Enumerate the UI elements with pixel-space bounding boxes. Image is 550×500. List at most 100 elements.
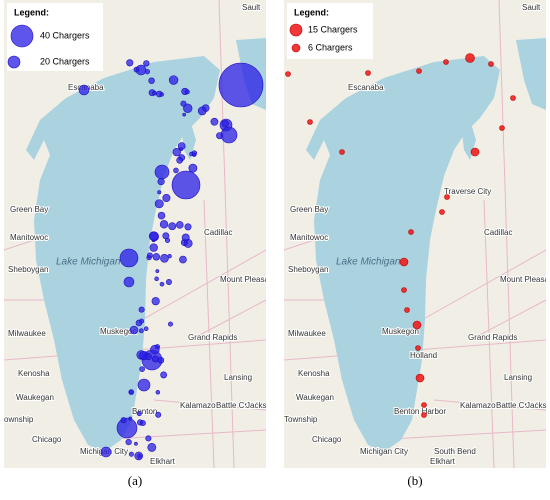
charger-station bbox=[137, 378, 151, 392]
charger-station bbox=[408, 229, 414, 235]
charger-station bbox=[365, 70, 371, 76]
charger-station bbox=[171, 170, 201, 200]
charger-station bbox=[136, 411, 142, 417]
charger-station bbox=[78, 84, 90, 96]
place-label: Kenosha bbox=[18, 369, 50, 378]
charger-station bbox=[216, 132, 224, 140]
charger-station bbox=[339, 149, 345, 155]
charger-station bbox=[120, 417, 127, 424]
lake bbox=[306, 56, 500, 452]
charger-station bbox=[145, 435, 152, 442]
charger-station bbox=[129, 325, 139, 335]
place-label: ownship bbox=[4, 415, 34, 424]
charger-station bbox=[179, 147, 183, 152]
panel-caption: (b) bbox=[407, 473, 422, 488]
charger-station bbox=[221, 120, 229, 128]
place-label: Traverse City bbox=[444, 187, 491, 196]
charger-station bbox=[488, 61, 494, 67]
charger-station bbox=[470, 147, 480, 157]
road bbox=[153, 399, 266, 411]
charger-station bbox=[160, 253, 169, 263]
charger-station bbox=[139, 420, 146, 427]
road bbox=[498, 0, 515, 468]
place-label: Kenosha bbox=[298, 369, 330, 378]
legend-marker bbox=[7, 55, 21, 69]
legend-marker bbox=[289, 23, 303, 37]
lake-label: Lake Michigan bbox=[336, 257, 401, 268]
charger-station bbox=[138, 328, 144, 334]
place-label: Sheboygan bbox=[8, 265, 48, 274]
road bbox=[123, 249, 266, 331]
place-label: Kalamazoo bbox=[180, 401, 221, 410]
place-label: Milwaukee bbox=[8, 329, 46, 338]
charger-station bbox=[147, 442, 157, 452]
place-label: Holland bbox=[410, 351, 437, 360]
charger-station bbox=[160, 371, 168, 379]
charger-station bbox=[148, 77, 155, 84]
lake bbox=[516, 38, 546, 110]
place-label: Battle Creek bbox=[496, 401, 541, 410]
charger-station bbox=[421, 412, 427, 418]
road bbox=[403, 249, 546, 331]
charger-station bbox=[157, 356, 165, 364]
charger-station bbox=[155, 411, 162, 418]
charger-station bbox=[154, 276, 159, 282]
legend-marker bbox=[291, 43, 301, 53]
place-label: Grand Rapids bbox=[188, 333, 237, 342]
place-label: Jacks bbox=[526, 401, 546, 410]
charger-station bbox=[172, 147, 181, 157]
place-label: Escanaba bbox=[348, 83, 384, 92]
place-label: Manitowoc bbox=[290, 233, 328, 242]
charger-station bbox=[165, 278, 172, 285]
legend-label: 20 Chargers bbox=[40, 56, 90, 66]
charger-station bbox=[188, 163, 198, 173]
place-label: Michigan City bbox=[360, 447, 408, 456]
road bbox=[203, 199, 215, 468]
charger-station bbox=[510, 95, 516, 101]
charger-station bbox=[138, 306, 145, 313]
charger-station bbox=[123, 276, 135, 288]
charger-station bbox=[499, 125, 505, 131]
charger-station bbox=[155, 269, 160, 273]
charger-station bbox=[399, 257, 409, 267]
charger-station bbox=[116, 417, 138, 439]
charger-station bbox=[125, 438, 132, 446]
place-label: Battle Creek bbox=[216, 401, 261, 410]
lake-label: Lake Michigan bbox=[56, 257, 121, 268]
road bbox=[483, 199, 495, 468]
place-label: Waukegan bbox=[16, 393, 54, 402]
road bbox=[473, 299, 546, 339]
charger-station bbox=[184, 223, 192, 231]
charger-station bbox=[154, 199, 164, 209]
charger-station bbox=[126, 59, 134, 67]
place-label: Sault bbox=[242, 3, 261, 12]
charger-station bbox=[182, 112, 186, 117]
charger-station bbox=[149, 243, 158, 252]
bay bbox=[182, 120, 196, 160]
charger-station bbox=[159, 281, 165, 287]
place-label: Cadillac bbox=[204, 228, 232, 237]
place-label: Kalamazoo bbox=[460, 401, 501, 410]
charger-station bbox=[173, 167, 179, 174]
charger-station bbox=[218, 62, 264, 108]
charger-station bbox=[157, 190, 162, 195]
charger-station bbox=[157, 178, 165, 186]
charger-station bbox=[154, 164, 170, 180]
charger-station bbox=[128, 451, 134, 457]
charger-station bbox=[128, 416, 133, 421]
charger-station bbox=[220, 126, 238, 144]
place-label: Elkhart bbox=[150, 457, 176, 466]
place-label: Green Bay bbox=[10, 205, 48, 214]
charger-station bbox=[134, 441, 138, 446]
place-label: Chicago bbox=[32, 435, 62, 444]
place-label: Lansing bbox=[224, 373, 252, 382]
charger-station bbox=[183, 103, 193, 113]
charger-station bbox=[443, 59, 449, 65]
road bbox=[4, 239, 35, 251]
legend-title: Legend: bbox=[14, 7, 49, 17]
charger-station bbox=[176, 156, 183, 164]
place-label: Green Bay bbox=[290, 205, 328, 214]
charger-station bbox=[176, 221, 184, 229]
